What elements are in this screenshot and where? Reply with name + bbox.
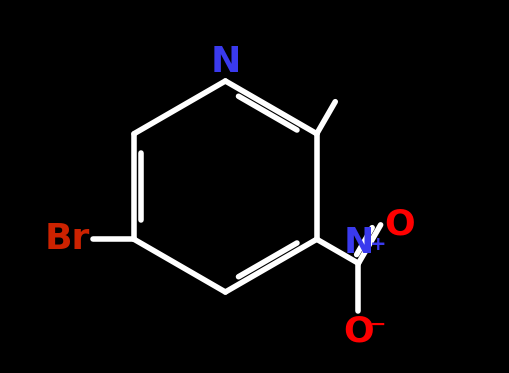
Text: N: N xyxy=(343,226,373,260)
Text: N: N xyxy=(210,45,240,79)
Text: O: O xyxy=(343,314,373,348)
Text: −: − xyxy=(369,314,385,333)
Text: +: + xyxy=(369,235,385,254)
Text: O: O xyxy=(384,208,414,242)
Text: Br: Br xyxy=(44,222,90,256)
